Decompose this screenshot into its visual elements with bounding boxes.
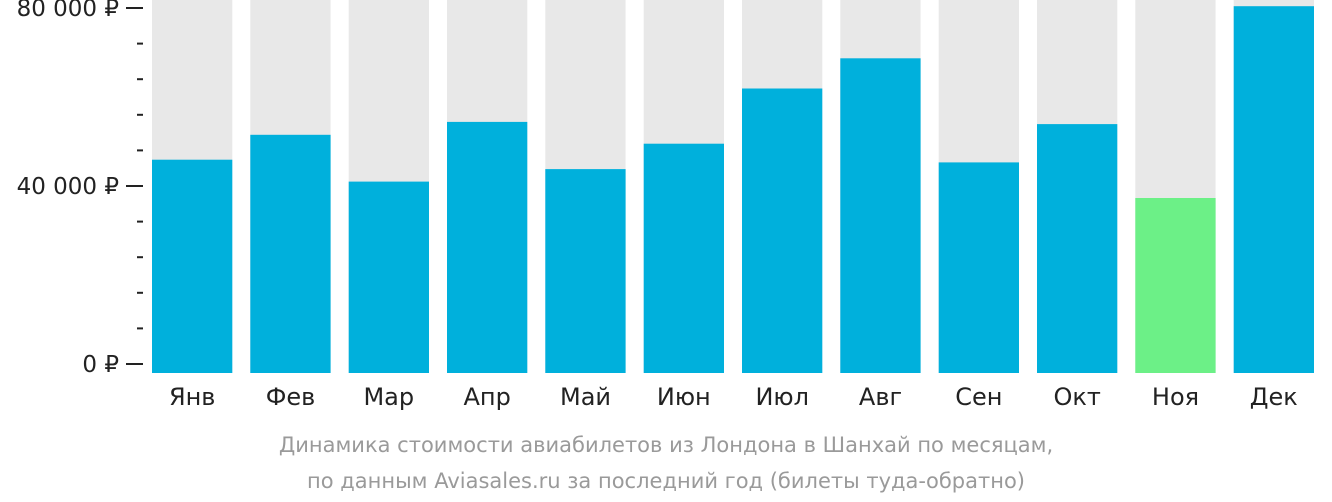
y-tick-label: 0 ₽ bbox=[82, 352, 119, 378]
y-tick-label: 80 000 ₽ bbox=[17, 0, 119, 22]
bar-9[interactable] bbox=[938, 162, 1019, 373]
bar-6[interactable] bbox=[643, 143, 724, 373]
x-tick-label: Мар bbox=[363, 383, 414, 411]
y-tick-label: 40 000 ₽ bbox=[17, 174, 119, 200]
x-tick-label: Авг bbox=[859, 383, 902, 411]
x-tick-label: Апр bbox=[464, 383, 511, 411]
x-tick-label: Ноя bbox=[1152, 383, 1199, 411]
x-tick-label: Июл bbox=[755, 383, 809, 411]
x-tick-label: Июн bbox=[657, 383, 711, 411]
bar-11[interactable] bbox=[1135, 198, 1216, 373]
x-tick-label: Сен bbox=[955, 383, 1002, 411]
bar-1[interactable] bbox=[152, 159, 233, 373]
bar-7[interactable] bbox=[742, 88, 823, 374]
y-axis: 0 ₽ 40 000 ₽ 80 000 ₽ bbox=[17, 0, 143, 378]
bar-3[interactable] bbox=[348, 181, 429, 373]
bars bbox=[152, 0, 1314, 374]
bar-2[interactable] bbox=[250, 134, 331, 373]
bar-chart: 0 ₽ 40 000 ₽ 80 000 ₽ Янв Фев Мар Апр Май Июн Ию… bbox=[17, 0, 1314, 411]
x-tick-label: Дек bbox=[1250, 383, 1298, 411]
bar-4[interactable] bbox=[447, 121, 528, 374]
bar-8[interactable] bbox=[840, 58, 921, 374]
chart-caption-line-1: Динамика стоимости авиабилетов из Лондон… bbox=[278, 433, 1054, 457]
bar-12[interactable] bbox=[1233, 6, 1314, 373]
x-tick-label: Янв bbox=[169, 383, 216, 411]
bar-10[interactable] bbox=[1037, 124, 1118, 373]
x-axis-labels: Янв Фев Мар Апр Май Июн Июл Авг Сен Окт Ноя Дек bbox=[169, 383, 1298, 411]
bar-5[interactable] bbox=[545, 169, 626, 373]
x-tick-label: Май bbox=[560, 383, 611, 411]
chart-caption-line-2: по данным Aviasales.ru за последний год … bbox=[307, 469, 1025, 493]
x-tick-label: Фев bbox=[266, 383, 316, 411]
x-tick-label: Окт bbox=[1054, 383, 1101, 411]
